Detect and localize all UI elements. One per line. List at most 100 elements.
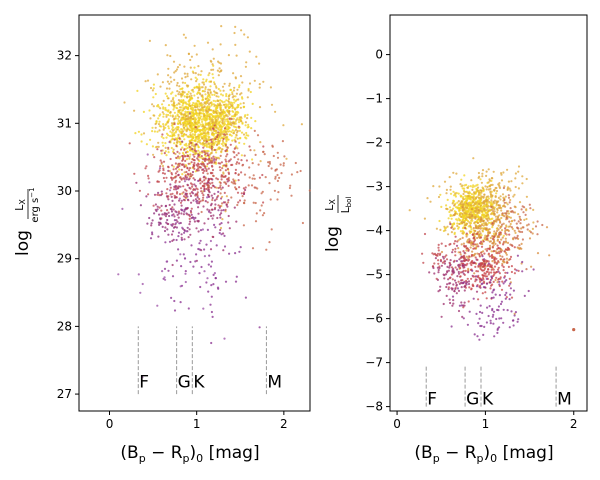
data-point <box>186 128 189 131</box>
data-point <box>504 297 507 300</box>
data-point <box>505 291 508 294</box>
data-point <box>489 322 492 325</box>
data-point <box>300 123 303 126</box>
data-point <box>513 229 516 232</box>
data-point <box>180 112 183 115</box>
data-point <box>491 177 494 180</box>
data-point <box>151 130 154 133</box>
data-point <box>482 188 485 192</box>
data-point <box>167 127 170 130</box>
data-point <box>153 193 157 196</box>
data-point <box>253 129 256 132</box>
data-point <box>206 196 209 199</box>
data-point <box>530 265 533 268</box>
data-point <box>483 258 486 261</box>
data-point <box>217 74 220 77</box>
data-point <box>492 288 496 291</box>
data-point <box>189 66 192 69</box>
data-point <box>452 299 455 302</box>
data-point <box>215 148 218 151</box>
data-point <box>285 157 288 160</box>
x-tick-label: 1 <box>193 417 201 431</box>
data-point <box>472 204 475 207</box>
data-point <box>242 102 245 105</box>
data-point <box>207 210 211 213</box>
data-point <box>485 203 488 206</box>
data-point <box>157 141 160 144</box>
data-point <box>499 195 502 198</box>
data-point <box>159 222 162 225</box>
data-point <box>220 209 223 212</box>
data-point <box>472 197 475 200</box>
data-point <box>198 272 201 275</box>
data-point <box>467 249 470 252</box>
data-point <box>473 247 476 250</box>
data-point <box>205 243 208 246</box>
data-point <box>482 224 485 227</box>
data-point <box>233 86 236 89</box>
data-point <box>502 222 505 225</box>
data-point <box>462 250 465 253</box>
data-point <box>186 198 189 201</box>
data-point <box>173 78 176 81</box>
data-point <box>483 325 486 328</box>
data-point <box>488 200 491 203</box>
data-point <box>450 226 453 229</box>
data-point <box>207 290 210 293</box>
data-point <box>171 223 175 226</box>
data-point <box>219 147 222 150</box>
data-point <box>207 181 210 184</box>
data-point <box>188 220 192 223</box>
data-point <box>445 204 448 207</box>
data-point <box>468 286 471 289</box>
data-point <box>463 285 466 288</box>
data-point <box>205 80 208 83</box>
data-point <box>436 252 440 255</box>
data-point <box>222 118 225 121</box>
data-point <box>519 222 522 225</box>
data-point <box>240 192 243 195</box>
data-point <box>238 199 242 202</box>
data-point <box>458 213 462 216</box>
data-point <box>472 211 475 214</box>
data-point <box>189 133 192 136</box>
data-point <box>195 53 198 56</box>
data-point <box>191 133 194 136</box>
data-point <box>183 72 186 75</box>
data-point <box>178 140 181 143</box>
data-point <box>428 271 431 274</box>
data-point <box>489 193 493 196</box>
data-point <box>496 268 500 271</box>
data-point <box>176 107 179 110</box>
data-point <box>181 154 184 158</box>
data-point <box>572 328 576 332</box>
data-point <box>151 219 154 222</box>
data-point <box>200 102 203 105</box>
y-tick-label: 28 <box>57 319 72 333</box>
data-point <box>471 188 474 191</box>
data-point <box>174 172 177 175</box>
data-point <box>174 176 177 179</box>
data-point <box>472 240 475 243</box>
data-point <box>491 260 494 263</box>
data-point <box>479 189 482 192</box>
data-point <box>448 264 451 267</box>
data-point <box>482 250 485 253</box>
data-point <box>192 151 195 154</box>
data-point <box>215 95 218 98</box>
data-point <box>209 102 212 105</box>
data-point <box>512 195 515 198</box>
data-point <box>249 90 252 94</box>
data-point <box>201 150 204 153</box>
data-point <box>171 129 175 132</box>
data-point <box>484 221 487 224</box>
data-point <box>526 228 529 231</box>
data-point <box>194 184 197 188</box>
data-point <box>474 256 477 259</box>
data-point <box>173 104 176 107</box>
data-point <box>525 224 529 227</box>
data-point <box>227 123 230 126</box>
data-point <box>451 269 454 272</box>
data-point <box>482 265 486 268</box>
data-point <box>176 213 179 216</box>
